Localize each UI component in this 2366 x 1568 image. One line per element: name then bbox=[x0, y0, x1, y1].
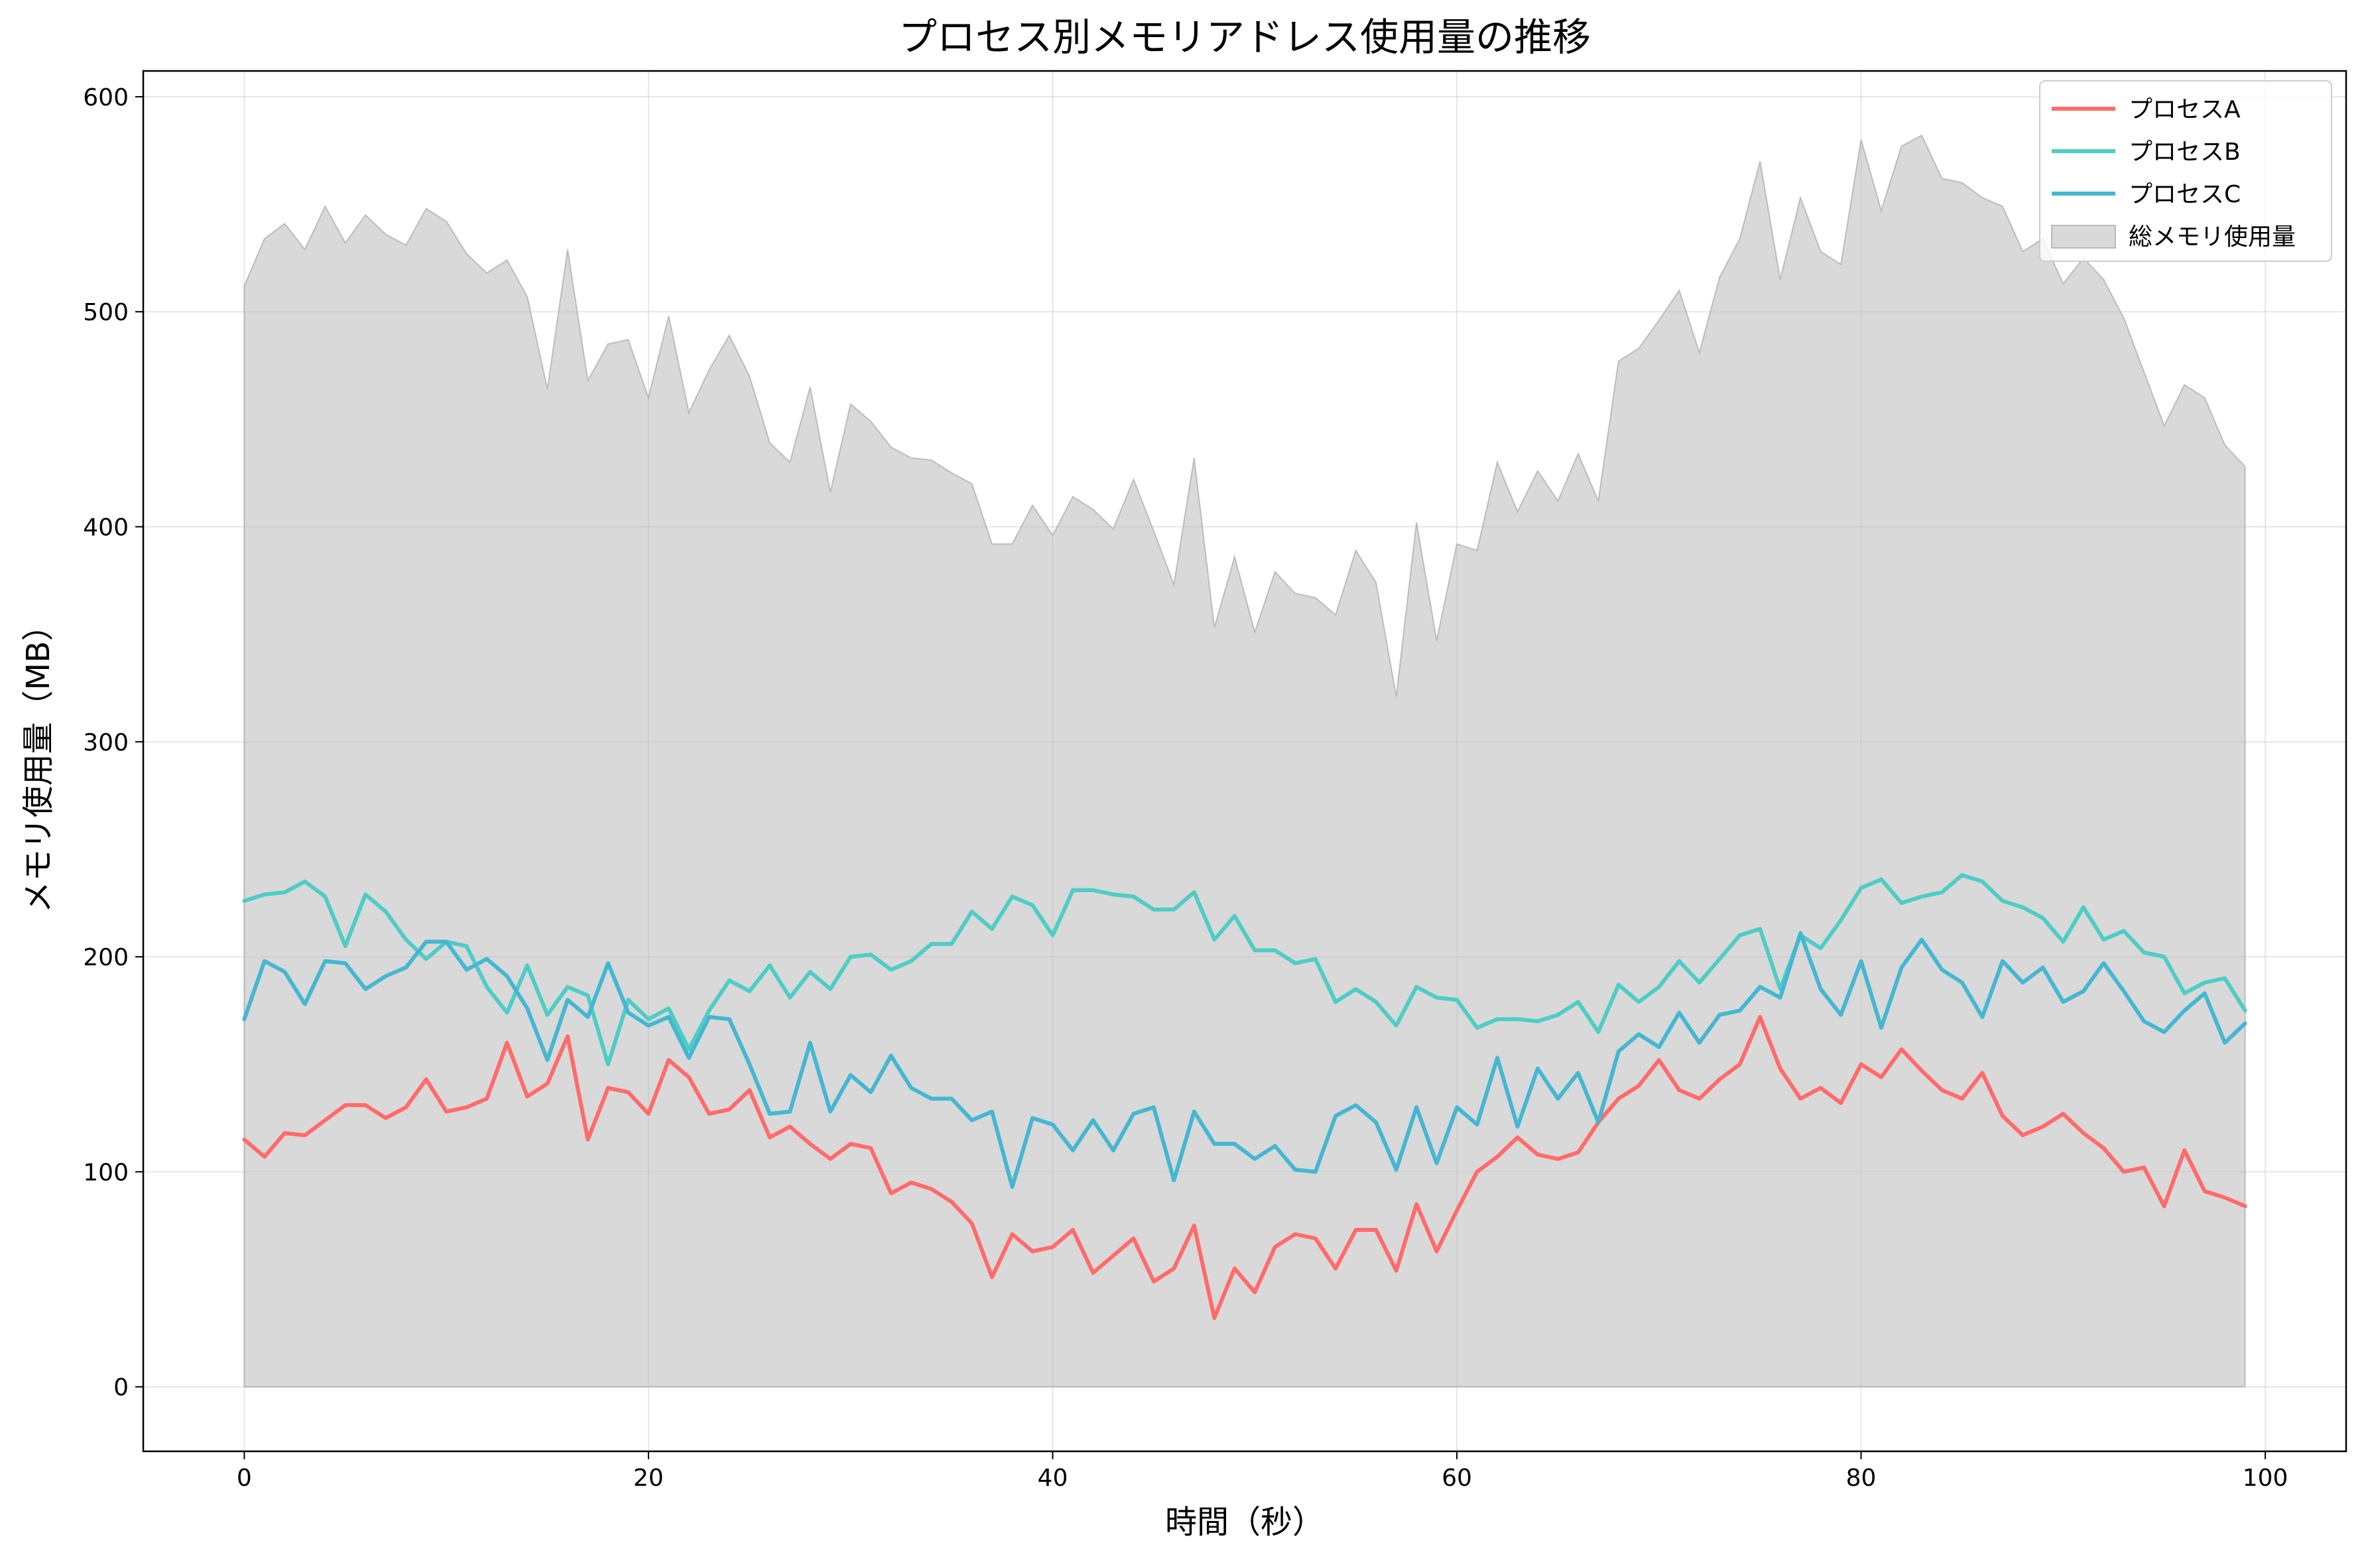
x-tick-label: 0 bbox=[237, 1465, 252, 1492]
legend: プロセスA プロセスB プロセスC 総メモリ使用量 bbox=[2039, 80, 2332, 262]
chart-title: プロセス別メモリアドレス使用量の推移 bbox=[899, 15, 1591, 60]
x-tick-label: 20 bbox=[633, 1465, 664, 1492]
legend-label-process-b: プロセスB bbox=[2129, 139, 2241, 166]
x-axis-ticks: 0 20 40 60 80 100 bbox=[237, 1451, 2288, 1492]
y-axis-ticks: 0 100 200 300 400 500 600 bbox=[83, 84, 143, 1402]
x-tick-label: 80 bbox=[1846, 1465, 1877, 1492]
total-memory-area bbox=[243, 134, 2246, 1388]
y-tick-label: 400 bbox=[83, 514, 129, 542]
series-line-process-b bbox=[242, 873, 2247, 1067]
y-tick-label: 600 bbox=[83, 84, 129, 111]
legend-label-process-c: プロセスC bbox=[2129, 181, 2241, 208]
y-tick-label: 500 bbox=[83, 299, 129, 326]
y-tick-label: 0 bbox=[113, 1374, 129, 1402]
legend-label-total: 総メモリ使用量 bbox=[2129, 223, 2296, 251]
y-tick-label: 100 bbox=[83, 1159, 129, 1186]
legend-frame bbox=[2039, 80, 2332, 262]
x-tick-label: 60 bbox=[1442, 1465, 1472, 1492]
series-line-process-a bbox=[242, 1014, 2247, 1320]
y-tick-label: 300 bbox=[83, 729, 129, 756]
x-tick-label: 40 bbox=[1038, 1465, 1068, 1492]
x-tick-label: 100 bbox=[2243, 1465, 2288, 1492]
legend-swatch-total bbox=[2051, 225, 2116, 249]
legend-label-process-a: プロセスA bbox=[2129, 96, 2241, 123]
plot-frame bbox=[142, 70, 2347, 1453]
series-area-total-memory bbox=[243, 134, 2246, 1388]
y-tick-label: 200 bbox=[83, 944, 129, 971]
series-line-process-c bbox=[242, 931, 2247, 1189]
y-axis-title: メモリ使用量（MB） bbox=[20, 609, 57, 913]
series-lines bbox=[242, 873, 2247, 1320]
x-axis-title: 時間（秒） bbox=[1165, 1504, 1324, 1541]
